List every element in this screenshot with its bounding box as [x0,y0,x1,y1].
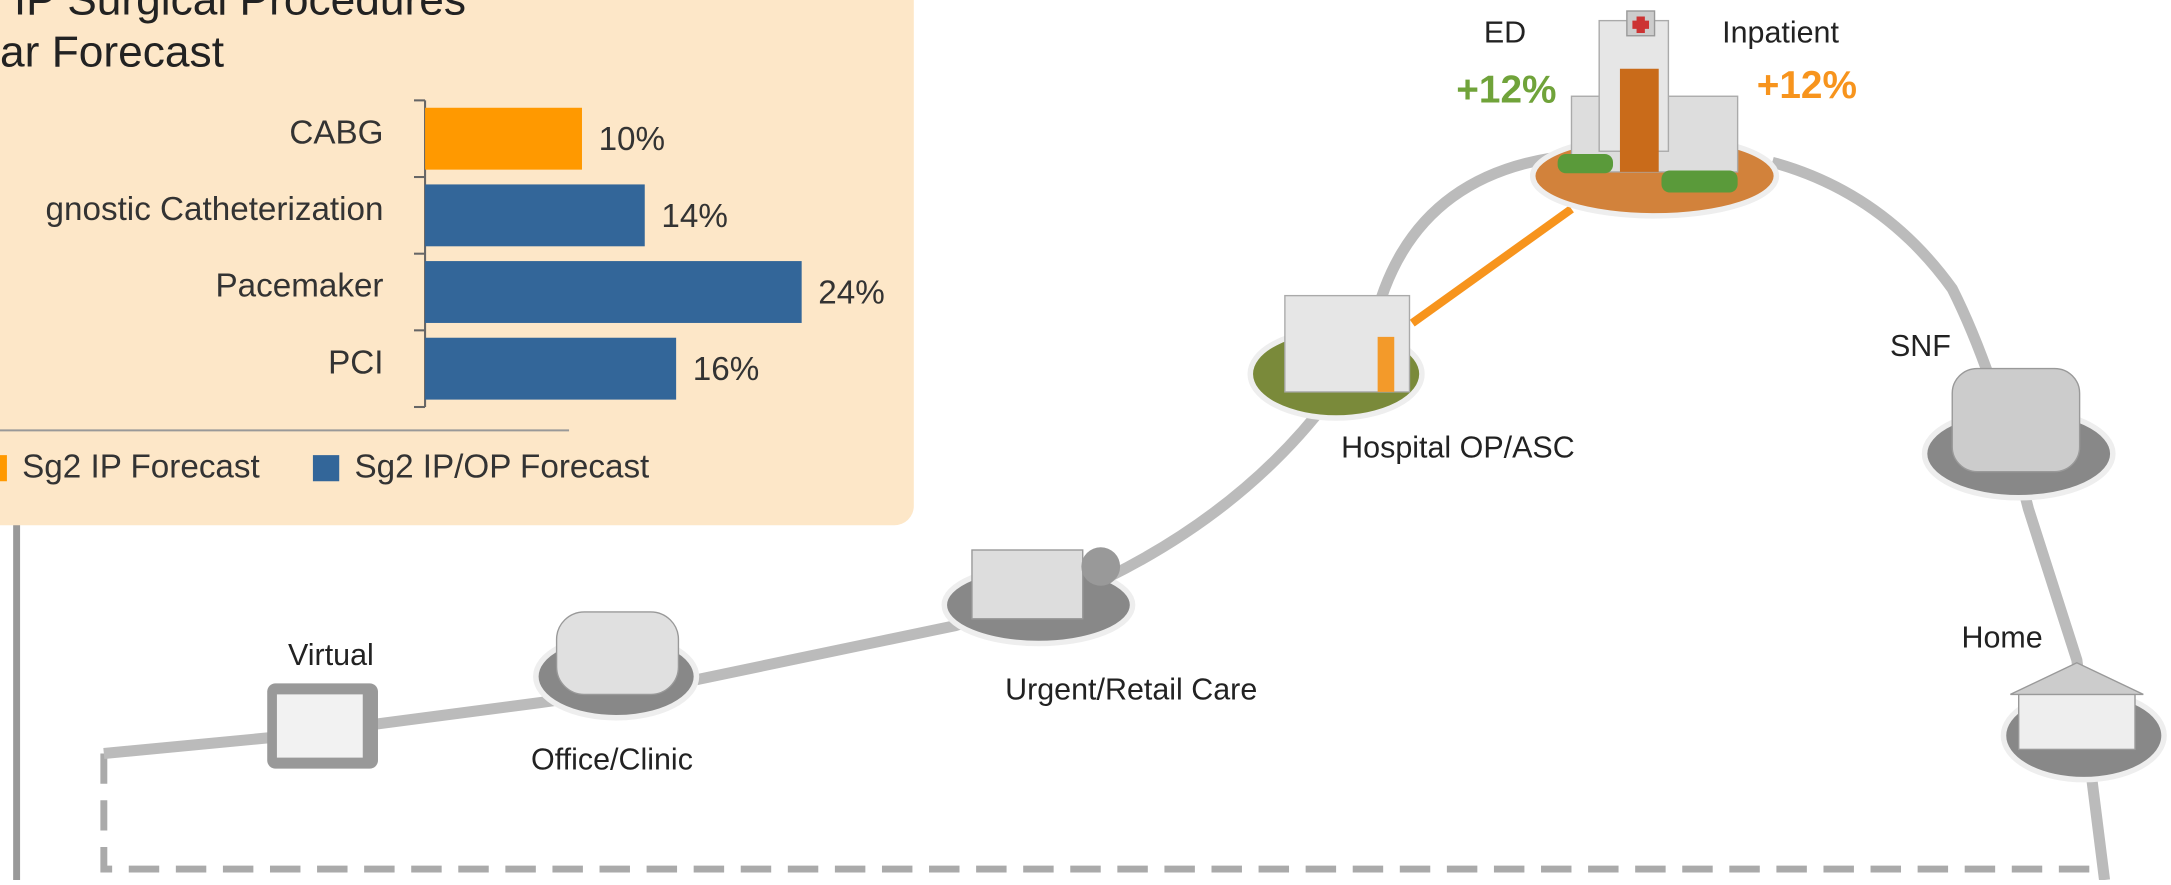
ed-change: +12% [1456,68,1556,111]
chart-title: IP Surgical Procedures [14,0,466,24]
urgent-care-icon [941,547,1136,647]
bar [425,337,677,400]
ed-label: ED [1484,16,1526,49]
hospital-icon [1529,10,1780,219]
urgent-label: Urgent/Retail Care [1005,674,1257,707]
hospital-op-label: Hospital OP/ASC [1341,432,1575,465]
inpatient-label: Inpatient [1722,16,1839,49]
home-icon [2000,661,2167,783]
bar [425,261,802,323]
category-label: Pacemaker [215,268,383,305]
virtual-label: Virtual [288,639,374,672]
return-path [100,753,2098,873]
legend-label: Sg2 IP/OP Forecast [354,449,649,486]
home-label: Home [1961,621,2042,654]
office-label: Office/Clinic [531,744,693,777]
shift-line [1409,205,1574,327]
outpatient-icon [1247,294,1425,421]
virtual-icon [267,683,378,769]
value-label: 14% [661,198,728,235]
bar [425,107,582,170]
legend-swatch [312,455,340,482]
legend-swatch [0,455,7,482]
category-label: PCI [328,344,383,381]
value-label: 10% [599,121,666,158]
value-label: 24% [818,275,885,312]
snf-label: SNF [1890,330,1951,363]
value-label: 16% [693,351,760,388]
inpatient-change: +12% [1757,64,1857,107]
office-icon [533,611,700,721]
legend-label: Sg2 IP Forecast [22,449,260,486]
bar [425,184,645,247]
category-label: gnostic Catheterization [46,191,384,228]
snf-icon [1921,367,2116,501]
category-label: CABG [289,114,383,151]
chart-title: ar Forecast [0,28,224,77]
